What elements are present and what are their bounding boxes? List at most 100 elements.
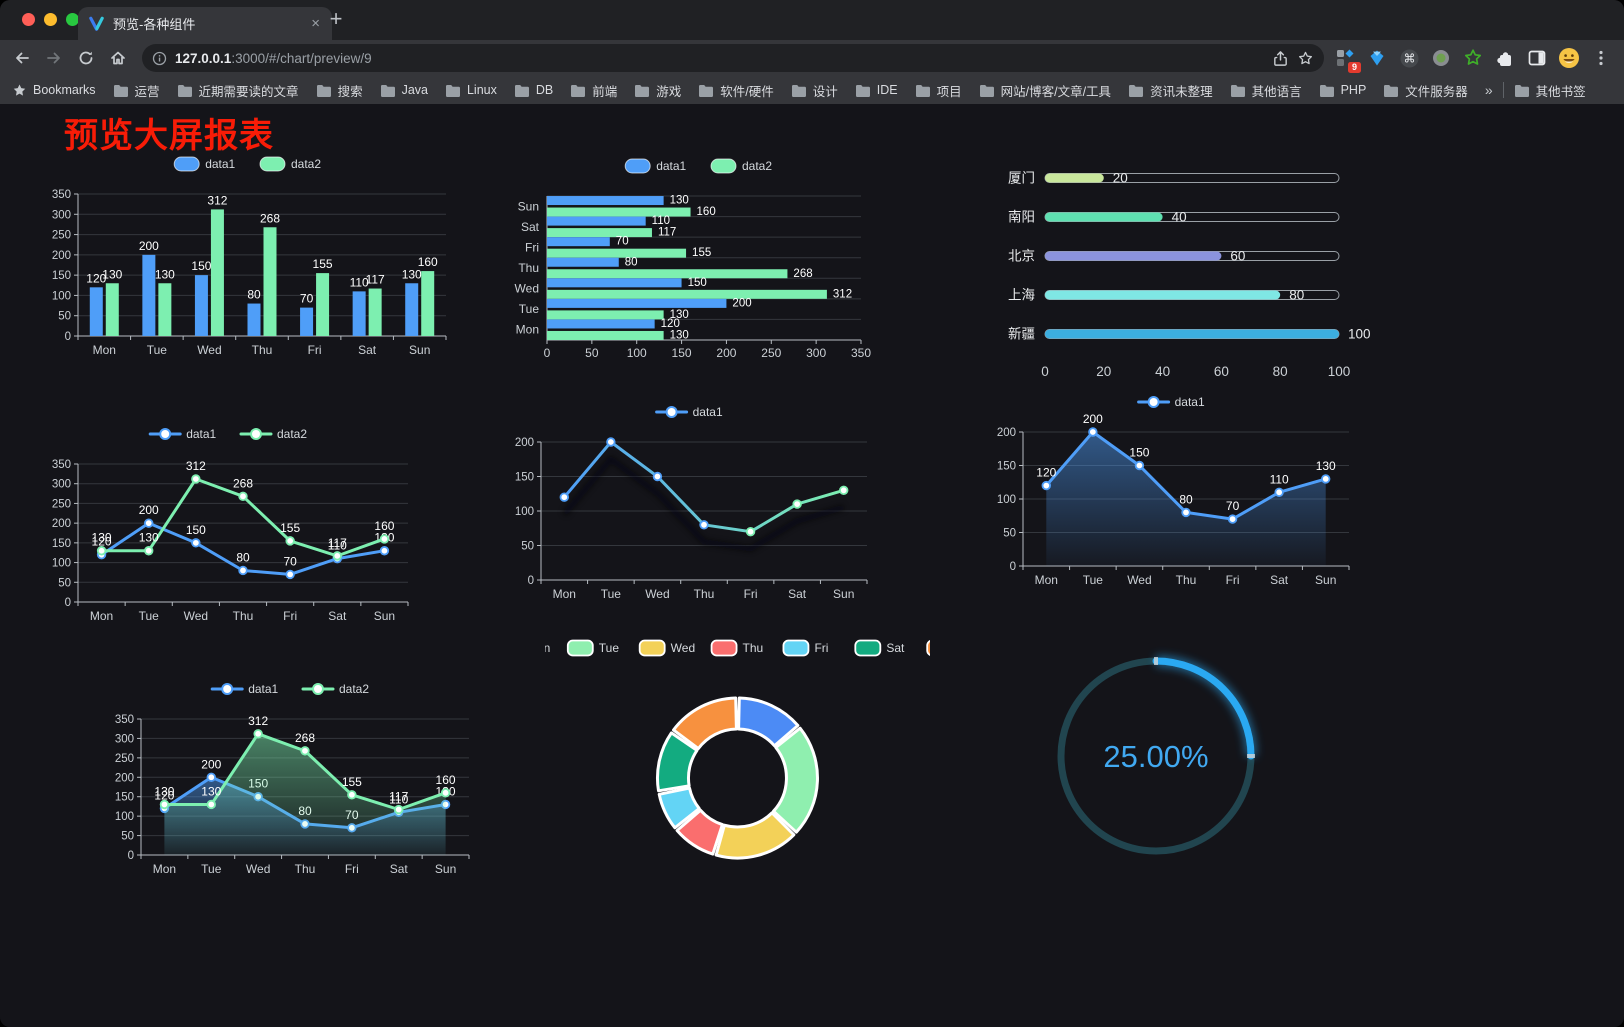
svg-text:Thu: Thu [743,641,764,655]
svg-text:data2: data2 [742,159,772,173]
svg-text:Tue: Tue [139,609,160,623]
browser-menu-icon[interactable] [1590,47,1612,69]
share-icon[interactable] [1272,50,1289,67]
svg-text:厦门: 厦门 [1008,171,1035,186]
svg-text:120: 120 [92,535,112,549]
svg-text:Wed: Wed [515,282,539,296]
svg-text:200: 200 [139,239,159,253]
extensions-puzzle-icon[interactable] [1494,47,1516,69]
svg-text:Tue: Tue [519,302,540,316]
bookmarks-label: Bookmarks [33,83,96,97]
reload-icon[interactable] [72,44,100,72]
svg-text:Wed: Wed [645,587,669,601]
bookmark-folder[interactable]: 近期需要读的文章 [177,81,299,100]
svg-text:70: 70 [283,554,297,568]
svg-text:117: 117 [658,227,676,239]
svg-text:0: 0 [1010,561,1016,573]
svg-text:70: 70 [1226,499,1240,513]
bookmark-folder[interactable]: 资讯未整理 [1128,81,1213,100]
svg-text:Thu: Thu [1176,573,1197,587]
minimize-window-button[interactable] [44,13,57,26]
tab-groups-extension-icon[interactable]: 9 [1334,47,1361,73]
star-extension-icon[interactable] [1462,47,1484,69]
bookmarks-overflow-icon[interactable]: » [1484,82,1493,98]
side-panel-icon[interactable] [1526,47,1548,69]
bookmark-folder[interactable]: 网站/博客/文章/工具 [979,81,1111,100]
bookmark-folder[interactable]: 运营 [113,81,160,100]
site-info-icon[interactable] [152,51,167,66]
profile-avatar[interactable] [1558,47,1580,69]
svg-text:100: 100 [115,811,134,823]
svg-text:Sun: Sun [1315,573,1336,587]
svg-text:312: 312 [207,193,227,207]
svg-text:268: 268 [793,268,812,280]
bookmark-folder[interactable]: 前端 [570,81,617,100]
bookmark-folder[interactable]: IDE [855,83,898,97]
svg-text:0: 0 [65,597,71,609]
bookmark-folder[interactable]: 其他语言 [1230,81,1302,100]
svg-text:Mon: Mon [553,587,576,601]
svg-text:160: 160 [374,519,394,533]
bookmark-folder[interactable]: Java [380,83,428,97]
svg-text:200: 200 [52,250,71,262]
bookmark-folder[interactable]: 项目 [915,81,962,100]
svg-text:350: 350 [52,189,71,201]
new-tab-button[interactable]: + [329,6,343,31]
bookmark-folder[interactable]: 搜索 [316,81,363,100]
bookmark-folder[interactable]: 设计 [791,81,838,100]
svg-text:312: 312 [248,714,268,728]
svg-text:60: 60 [1214,364,1229,379]
record-extension-icon[interactable] [1430,47,1452,69]
command-extension-icon[interactable]: ⌘ [1398,47,1420,69]
svg-text:200: 200 [201,757,221,771]
bookmark-folder[interactable]: 文件服务器 [1383,81,1468,100]
chart-area-single: data1 0 50 100 150 200 Mon Tue Wed Thu Fri Sat Sun 12… [985,388,1363,598]
svg-text:data2: data2 [291,157,321,171]
folder-icon [1319,84,1334,97]
svg-text:Thu: Thu [518,261,539,275]
svg-text:25.00%: 25.00% [1103,739,1208,774]
forward-icon[interactable] [40,44,68,72]
gem-extension-icon[interactable] [1366,47,1388,69]
svg-text:50: 50 [58,311,71,323]
maximize-window-button[interactable] [66,13,79,26]
bookmark-folder[interactable]: DB [514,83,553,97]
svg-text:150: 150 [688,277,707,289]
svg-text:北京: 北京 [1008,249,1035,264]
svg-text:data1: data1 [656,159,686,173]
svg-text:80: 80 [247,288,261,302]
bookmarks-star-icon [13,84,26,96]
folder-icon [316,84,331,97]
svg-text:Fri: Fri [814,641,828,655]
svg-text:100: 100 [515,506,534,518]
folder-icon [635,84,650,97]
svg-text:40: 40 [1155,364,1170,379]
bookmark-folder[interactable]: PHP [1319,83,1366,97]
svg-text:110: 110 [1270,472,1289,486]
svg-text:新疆: 新疆 [1008,327,1035,342]
svg-text:Sun: Sun [435,862,456,876]
bookmark-folder[interactable]: 软件/硬件 [698,81,774,100]
svg-text:Wed: Wed [184,609,208,623]
bookmark-folder[interactable]: Linux [445,83,497,97]
svg-text:155: 155 [280,521,300,535]
other-bookmarks-folder[interactable]: 其他书签 [1514,81,1586,100]
bookmarks-manager-item[interactable]: Bookmarks [12,83,96,98]
browser-toolbar: 127.0.0.1:3000/#/chart/preview/9 9 [0,40,1624,76]
svg-text:南阳: 南阳 [1008,210,1035,225]
tab-close-icon[interactable]: × [311,15,320,32]
address-bar[interactable]: 127.0.0.1:3000/#/chart/preview/9 [142,44,1324,72]
svg-text:Thu: Thu [295,862,316,876]
svg-text:Thu: Thu [233,609,254,623]
svg-text:100: 100 [1328,364,1351,379]
folder-icon [113,84,128,97]
close-window-button[interactable] [22,13,35,26]
browser-tab[interactable]: 预览-各种组件 × [78,7,332,40]
back-icon[interactable] [8,44,36,72]
folder-icon [571,84,586,97]
svg-text:上海: 上海 [1008,288,1035,303]
bookmark-folder[interactable]: 游戏 [634,81,681,100]
svg-text:80: 80 [1289,288,1304,303]
home-icon[interactable] [104,44,132,72]
bookmark-star-icon[interactable] [1297,50,1314,67]
